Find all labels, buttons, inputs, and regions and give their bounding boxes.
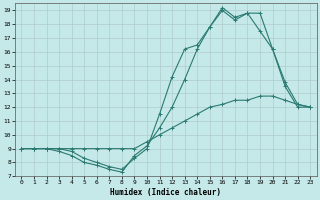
- X-axis label: Humidex (Indice chaleur): Humidex (Indice chaleur): [110, 188, 221, 197]
